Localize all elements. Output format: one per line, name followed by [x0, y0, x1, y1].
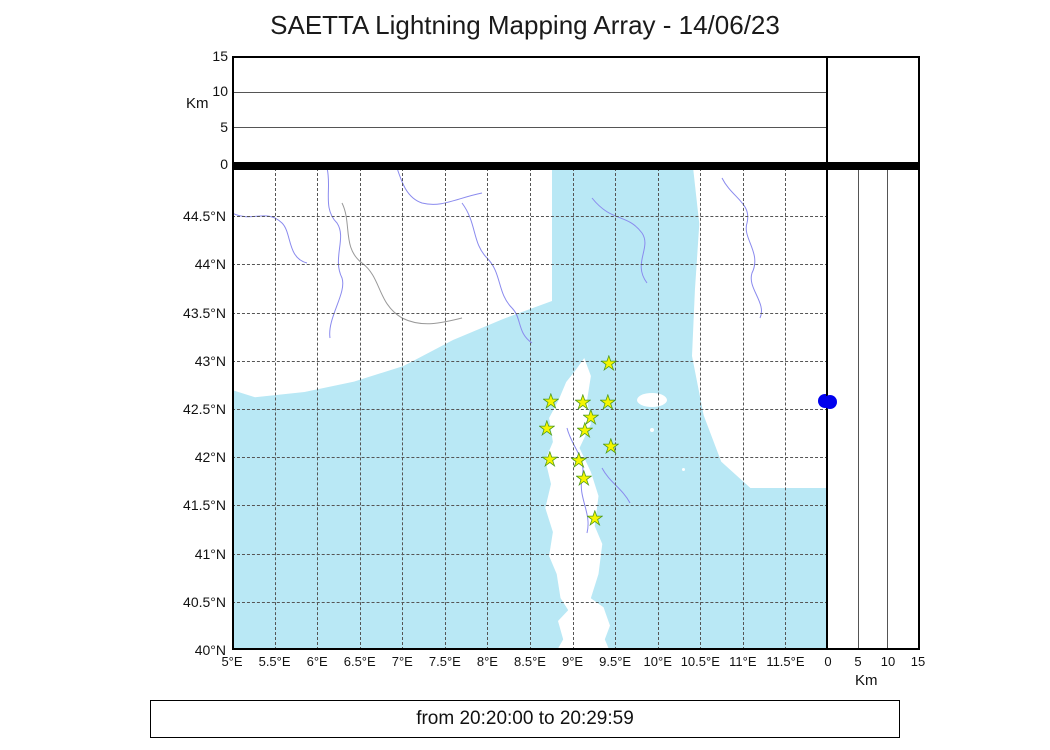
- right-panel-xlabel: Km: [855, 672, 878, 689]
- top-ytick-10: 10: [206, 83, 228, 99]
- map-ytick-41: 41°N: [150, 546, 226, 562]
- top-ytick-5: 5: [206, 119, 228, 135]
- map-xtick-7: 7°E: [392, 654, 413, 669]
- lightning-star-7[interactable]: [603, 438, 619, 454]
- top-ytick-0: 0: [206, 156, 228, 172]
- lightning-star-5[interactable]: [539, 420, 555, 436]
- lightning-star-0[interactable]: [601, 355, 617, 371]
- top-right-blank-panel: [828, 56, 920, 164]
- map-ytick-42: 42°N: [150, 449, 226, 465]
- map-xtick-10.5: 10.5°E: [681, 654, 720, 669]
- map-ytick-42.5: 42.5°N: [150, 401, 226, 417]
- right-xtick-0: 0: [824, 654, 831, 669]
- map-ytick-43.5: 43.5°N: [150, 305, 226, 321]
- top-panel-gridline: [234, 127, 826, 128]
- main-map[interactable]: [232, 168, 828, 650]
- map-xtick-11: 11°E: [729, 654, 756, 669]
- top-panel-gridline: [234, 92, 826, 93]
- saetta-lightning-map: SAETTA Lightning Mapping Array - 14/06/2…: [0, 0, 1050, 750]
- map-ytick-43: 43°N: [150, 353, 226, 369]
- islet-1: [637, 393, 667, 407]
- map-xtick-11.5: 11.5°E: [766, 654, 804, 669]
- lightning-star-9[interactable]: [571, 452, 587, 468]
- lightning-star-8[interactable]: [542, 451, 558, 467]
- page-title: SAETTA Lightning Mapping Array - 14/06/2…: [0, 10, 1050, 41]
- islet-4: [682, 468, 685, 471]
- top-ytick-15: 15: [206, 48, 228, 64]
- map-xtick-9: 9°E: [562, 654, 583, 669]
- map-ytick-44: 44°N: [150, 256, 226, 272]
- right-xtick-15: 15: [911, 654, 925, 669]
- lightning-star-3[interactable]: [600, 394, 616, 410]
- right-xtick-5: 5: [854, 654, 861, 669]
- islet-2: [650, 428, 654, 432]
- lightning-star-1[interactable]: [543, 393, 559, 409]
- sensor-dot-side[interactable]: [823, 395, 837, 409]
- map-xtick-5: 5°E: [221, 654, 242, 669]
- map-ytick-40: 40°N: [150, 642, 226, 658]
- map-xtick-6.5: 6.5°E: [344, 654, 376, 669]
- map-xtick-7.5: 7.5°E: [429, 654, 461, 669]
- lightning-star-10[interactable]: [576, 470, 592, 486]
- map-xtick-9.5: 9.5°E: [599, 654, 631, 669]
- top-altitude-panel: [232, 56, 828, 164]
- map-xtick-8.5: 8.5°E: [514, 654, 546, 669]
- map-xtick-5.5: 5.5°E: [259, 654, 291, 669]
- map-ytick-40.5: 40.5°N: [150, 594, 226, 610]
- right-altitude-panel: [828, 168, 920, 650]
- lightning-star-6[interactable]: [577, 422, 593, 438]
- map-xtick-10: 10°E: [644, 654, 672, 669]
- map-xtick-8: 8°E: [477, 654, 498, 669]
- map-xtick-6: 6°E: [307, 654, 328, 669]
- map-ytick-41.5: 41.5°N: [150, 497, 226, 513]
- lightning-star-11[interactable]: [587, 510, 603, 526]
- map-ytick-44.5: 44.5°N: [150, 208, 226, 224]
- time-range-caption: from 20:20:00 to 20:29:59: [150, 700, 900, 738]
- right-xtick-10: 10: [881, 654, 895, 669]
